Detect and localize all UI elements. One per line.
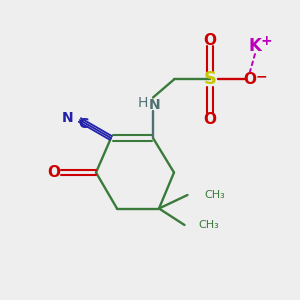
Text: O: O xyxy=(47,165,60,180)
Text: S: S xyxy=(204,70,217,88)
Text: H: H xyxy=(137,97,148,110)
Text: O: O xyxy=(203,33,217,48)
Text: K: K xyxy=(249,38,261,56)
Text: CH₃: CH₃ xyxy=(204,190,225,200)
Text: C: C xyxy=(78,117,88,130)
Text: O: O xyxy=(243,72,256,87)
Text: +: + xyxy=(261,34,272,48)
Text: −: − xyxy=(255,70,267,83)
Text: N: N xyxy=(61,112,73,125)
Text: CH₃: CH₃ xyxy=(198,220,219,230)
Text: N: N xyxy=(149,98,160,112)
Text: O: O xyxy=(203,112,217,127)
